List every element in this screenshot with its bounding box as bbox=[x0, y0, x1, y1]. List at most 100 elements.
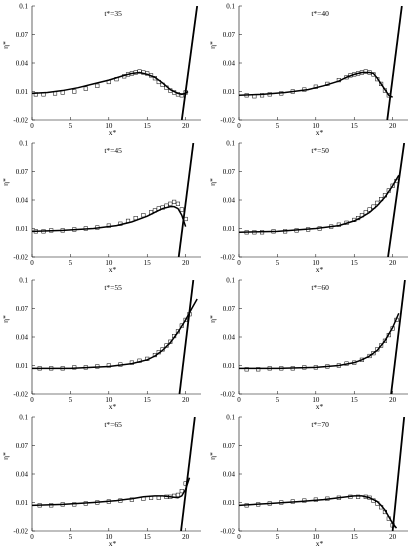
x-tick-label: 10 bbox=[312, 533, 320, 541]
x-tick-label: 5 bbox=[69, 259, 73, 267]
data-point bbox=[168, 339, 173, 344]
data-point bbox=[271, 229, 276, 234]
data-point bbox=[306, 227, 311, 232]
data-point bbox=[371, 72, 376, 77]
y-tick-label: -0.02 bbox=[220, 253, 235, 261]
y-tick-label: 0.01 bbox=[16, 88, 29, 96]
x-tick-label: 10 bbox=[105, 396, 113, 404]
data-point bbox=[325, 364, 330, 369]
plot-area bbox=[32, 6, 199, 120]
numerical-curve bbox=[239, 312, 400, 370]
data-point bbox=[95, 500, 100, 505]
data-point bbox=[313, 365, 318, 370]
wall-line bbox=[178, 280, 195, 394]
data-point bbox=[367, 353, 372, 359]
y-axis-title: η* bbox=[208, 315, 217, 323]
x-tick-label: 10 bbox=[105, 122, 113, 130]
data-point bbox=[344, 220, 349, 225]
y-tick-label: 0.01 bbox=[16, 499, 29, 507]
x-tick-label: 15 bbox=[351, 122, 359, 130]
data-point bbox=[244, 503, 249, 508]
wall-line bbox=[387, 143, 406, 257]
data-point bbox=[279, 500, 284, 505]
y-tick-label: 0.07 bbox=[16, 305, 29, 313]
chart-panel-7: -0.02 0.01 0.04 0.07 0.1 0 5 10 15 20 x* η* t*=65 bbox=[1, 413, 201, 548]
panel-title: t*=50 bbox=[311, 146, 329, 155]
data-point bbox=[317, 226, 322, 231]
data-point bbox=[95, 225, 100, 230]
y-tick-label: 0.07 bbox=[16, 442, 29, 450]
x-axis-title: x* bbox=[109, 265, 117, 274]
data-point bbox=[60, 366, 65, 371]
wall-line bbox=[180, 417, 196, 531]
data-point bbox=[129, 360, 134, 365]
chart-panel-5: -0.02 0.01 0.04 0.07 0.1 0 5 10 15 20 x* η* t*=55 bbox=[1, 276, 201, 411]
data-point bbox=[260, 93, 265, 98]
x-tick-label: 5 bbox=[276, 533, 280, 541]
data-point bbox=[179, 207, 184, 212]
y-tick-label: 0.07 bbox=[16, 31, 29, 39]
data-point bbox=[371, 204, 376, 209]
data-point bbox=[133, 216, 138, 221]
data-point bbox=[106, 223, 111, 228]
wall-line bbox=[386, 6, 403, 120]
panel-title: t*=40 bbox=[311, 9, 329, 18]
plot-area bbox=[32, 143, 195, 257]
x-tick-label: 20 bbox=[389, 396, 397, 404]
data-point bbox=[359, 213, 364, 218]
data-point bbox=[302, 365, 307, 370]
numerical-curve bbox=[239, 174, 400, 234]
data-point bbox=[175, 492, 180, 497]
data-point bbox=[156, 79, 161, 85]
data-point bbox=[267, 92, 272, 97]
data-point bbox=[164, 343, 169, 348]
y-tick-label: 0.01 bbox=[223, 225, 236, 233]
y-axis-title: η* bbox=[208, 41, 217, 49]
x-tick-label: 5 bbox=[69, 396, 73, 404]
data-point bbox=[118, 498, 123, 503]
wall-line bbox=[180, 6, 199, 120]
data-point bbox=[83, 226, 88, 231]
x-axis-title: x* bbox=[109, 402, 117, 411]
x-tick-label: 0 bbox=[30, 396, 34, 404]
x-tick-label: 10 bbox=[105, 259, 113, 267]
data-point bbox=[329, 224, 334, 229]
y-tick-label: 0.07 bbox=[223, 305, 236, 313]
data-point bbox=[156, 495, 161, 500]
data-point bbox=[375, 501, 380, 506]
y-tick-label: 0.1 bbox=[226, 413, 235, 421]
x-tick-label: 0 bbox=[237, 122, 241, 130]
y-tick-label: 0.04 bbox=[223, 333, 236, 341]
x-tick-label: 10 bbox=[312, 396, 320, 404]
data-point bbox=[252, 230, 257, 235]
data-point bbox=[294, 228, 299, 233]
y-tick-label: 0.01 bbox=[16, 362, 29, 370]
data-point bbox=[160, 82, 165, 87]
data-point bbox=[156, 350, 161, 355]
data-point bbox=[325, 81, 330, 86]
x-tick-label: 20 bbox=[182, 396, 190, 404]
data-point bbox=[267, 501, 272, 506]
data-point bbox=[95, 364, 100, 369]
data-point bbox=[72, 89, 77, 94]
data-point bbox=[290, 89, 295, 94]
panel-title: t*=55 bbox=[104, 283, 122, 292]
y-tick-label: 0.04 bbox=[16, 333, 29, 341]
y-axis-title: η* bbox=[208, 452, 217, 460]
x-tick-label: 15 bbox=[351, 396, 359, 404]
data-point bbox=[394, 317, 399, 322]
data-point bbox=[179, 489, 184, 494]
data-point bbox=[244, 367, 249, 372]
x-tick-label: 0 bbox=[30, 259, 34, 267]
data-point bbox=[141, 496, 146, 501]
chart-panel-4: -0.02 0.01 0.04 0.07 0.1 0 5 10 15 20 x* η* t*=50 bbox=[208, 139, 408, 274]
x-tick-label: 20 bbox=[389, 533, 397, 541]
data-point bbox=[390, 326, 395, 331]
data-point bbox=[375, 200, 380, 205]
y-tick-label: -0.02 bbox=[13, 253, 28, 261]
data-point bbox=[175, 329, 180, 334]
data-point bbox=[336, 78, 341, 83]
data-point bbox=[179, 323, 184, 328]
panel-title: t*=65 bbox=[104, 420, 122, 429]
